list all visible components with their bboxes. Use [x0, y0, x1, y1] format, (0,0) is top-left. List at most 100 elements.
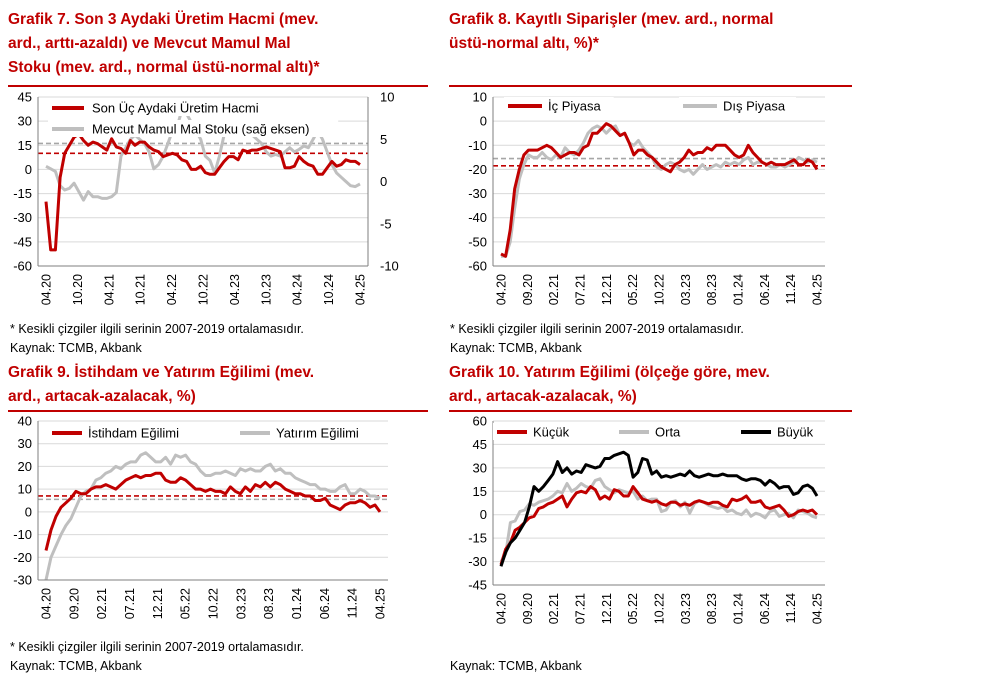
- x-tick-label: 10.24: [322, 274, 336, 305]
- legend-label: Mevcut Mamul Mal Stoku (sağ eksen): [92, 122, 309, 137]
- y-tick-label: 40: [18, 414, 32, 429]
- legend-bg: [737, 423, 814, 440]
- title-line: ard., artacak-azalacak, %): [449, 388, 637, 405]
- x-tick-label: 11.24: [784, 274, 798, 304]
- y-tick-label: -30: [468, 186, 487, 201]
- chart-svg-g8: 10 0 -10 -20 -30 -40 -50 -60 04.20 09.20 02.21 07.2…: [468, 90, 825, 305]
- y-tick-label: 45: [18, 90, 32, 105]
- y-tick-label: -30: [13, 210, 32, 225]
- x-tick-label: 07.21: [123, 588, 137, 619]
- x-tick-label: 12.21: [600, 593, 614, 624]
- y-tick-label: -50: [468, 234, 487, 249]
- title-rule: [449, 410, 852, 412]
- y-tick-label: 0: [25, 504, 32, 519]
- chart-title: Grafik 7. Son 3 Aydaki Üretim Hacmi (mev…: [8, 8, 319, 80]
- y-tick-label: 30: [473, 460, 487, 475]
- y-tick-label: -15: [13, 186, 32, 201]
- y2-tick-label: 0: [380, 174, 387, 189]
- title-line: Grafik 9. İstihdam ve Yatırım Eğilimi (m…: [8, 364, 315, 381]
- legend-label: Küçük: [533, 425, 570, 440]
- y-tick-label: -30: [13, 573, 32, 588]
- y-tick-label: 30: [18, 114, 32, 129]
- y2-tick-label: 10: [380, 90, 394, 105]
- legend-bg: [48, 99, 280, 116]
- y-tick-label: 30: [18, 436, 32, 451]
- series-line-red: [499, 485, 819, 566]
- x-tick-label: 04.20: [40, 274, 54, 305]
- x-tick-label: 07.21: [574, 593, 588, 624]
- x-tick-label: 03.23: [679, 593, 693, 624]
- x-tick-label: 10.21: [134, 274, 148, 305]
- series-line-red: [44, 132, 361, 252]
- y-tick-label: -20: [13, 550, 32, 565]
- source-note: Kaynak: TCMB, Akbank: [10, 341, 142, 355]
- y-tick-label: 0: [480, 507, 487, 522]
- y-tick-label: 0: [480, 114, 487, 129]
- y-tick-label: -30: [468, 554, 487, 569]
- legend-label: Son Üç Aydaki Üretim Hacmi: [92, 101, 259, 116]
- y-tick-label: -20: [468, 162, 487, 177]
- y-tick-label: -60: [468, 259, 487, 274]
- x-tick-label: 09.20: [67, 588, 81, 619]
- x-tick-label: 08.23: [262, 588, 276, 619]
- legend-label: Dış Piyasa: [723, 99, 786, 114]
- y-tick-label: -10: [468, 138, 487, 153]
- x-tick-label: 04.20: [40, 588, 54, 619]
- y2-tick-label: 5: [380, 132, 387, 147]
- x-tick-label: 10.22: [653, 274, 667, 305]
- y-tick-label: 0: [25, 162, 32, 177]
- y-tick-label: -45: [468, 578, 487, 593]
- y-tick-label: 20: [18, 459, 32, 474]
- title-line: üstü-normal altı, %)*: [449, 35, 599, 52]
- x-tick-label: 04.20: [495, 274, 509, 305]
- y-tick-label: -10: [13, 527, 32, 542]
- chart-title: Grafik 8. Kayıtlı Siparişler (mev. ard.,…: [449, 8, 773, 56]
- x-tick-label: 10.22: [207, 588, 221, 619]
- legend-label: İstihdam Eğilimi: [88, 426, 179, 441]
- x-tick-label: 08.23: [705, 593, 719, 624]
- y-tick-label: -15: [468, 531, 487, 546]
- series-line-red: [500, 122, 819, 258]
- x-tick-label: 04.20: [495, 593, 509, 624]
- x-tick-label: 06.24: [318, 588, 332, 619]
- footnote: * Kesikli çizgiler ilgili serinin 2007-2…: [450, 322, 744, 336]
- x-tick-label: 04.25: [811, 593, 825, 624]
- x-tick-label: 09.20: [521, 593, 535, 624]
- x-tick-label: 03.23: [234, 588, 248, 619]
- x-tick-label: 04.25: [354, 274, 368, 305]
- series-line-gray: [44, 451, 381, 581]
- title-rule: [8, 410, 428, 412]
- x-tick-label: 02.21: [95, 588, 109, 619]
- legend-bg: [679, 97, 796, 114]
- x-tick-label: 03.23: [679, 274, 693, 305]
- title-line: ard., arttı-azaldı) ve Mevcut Mamul Mal: [8, 35, 291, 52]
- x-tick-label: 07.21: [574, 274, 588, 305]
- x-tick-label: 01.24: [732, 593, 746, 624]
- footnote: * Kesikli çizgiler ilgili serinin 2007-2…: [10, 322, 304, 336]
- x-tick-label: 04.24: [291, 274, 305, 305]
- title-line: Grafik 7. Son 3 Aydaki Üretim Hacmi (mev…: [8, 11, 319, 28]
- x-tick-label: 09.20: [521, 274, 535, 305]
- chart-title: Grafik 10. Yatırım Eğilimi (ölçeğe göre,…: [449, 361, 770, 409]
- y-tick-label: -40: [468, 210, 487, 225]
- x-tick-label: 10.20: [71, 274, 85, 305]
- x-tick-label: 11.24: [784, 593, 798, 623]
- x-tick-label: 05.22: [626, 274, 640, 305]
- x-tick-label: 04.23: [228, 274, 242, 305]
- x-tick-label: 12.21: [600, 274, 614, 305]
- legend-bg: [615, 423, 685, 440]
- title-line: Grafik 10. Yatırım Eğilimi (ölçeğe göre,…: [449, 364, 770, 381]
- x-tick-label: 11.24: [346, 588, 360, 618]
- title-line: ard., artacak-azalacak, %): [8, 388, 196, 405]
- legend-label: Büyük: [777, 425, 814, 440]
- legend-bg: [236, 424, 386, 441]
- x-tick-label: 04.25: [811, 274, 825, 305]
- x-tick-label: 05.22: [179, 588, 193, 619]
- x-tick-label: 01.24: [732, 274, 746, 305]
- chart-svg-g10: 60 45 30 15 0 -15 -30 -45 04.20 09.20 02.21 07.21 12…: [468, 414, 825, 624]
- y-tick-label: 10: [18, 482, 32, 497]
- legend-bg: [48, 120, 339, 137]
- y2-tick-label: -10: [380, 259, 399, 274]
- title-rule: [449, 85, 852, 87]
- footnote: * Kesikli çizgiler ilgili serinin 2007-2…: [10, 640, 304, 654]
